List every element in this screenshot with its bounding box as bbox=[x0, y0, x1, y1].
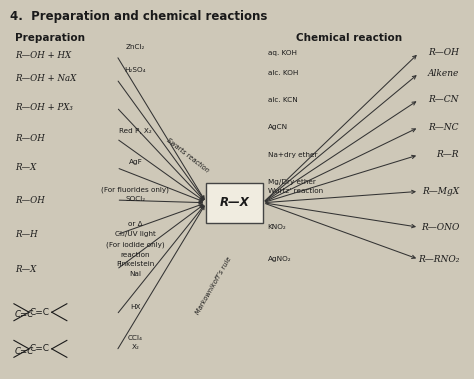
Text: ZnCl₂: ZnCl₂ bbox=[126, 44, 145, 50]
Text: C=C: C=C bbox=[29, 308, 49, 317]
Text: R—CN: R—CN bbox=[428, 95, 459, 104]
Text: alc. KCN: alc. KCN bbox=[268, 97, 298, 103]
Text: Wurtz’ reaction: Wurtz’ reaction bbox=[268, 188, 323, 194]
Text: NaI: NaI bbox=[129, 271, 141, 277]
Text: R—H: R—H bbox=[15, 230, 37, 239]
Text: alc. KOH: alc. KOH bbox=[268, 70, 298, 76]
Text: 4.  Preparation and chemical reactions: 4. Preparation and chemical reactions bbox=[10, 10, 267, 23]
Text: Preparation: Preparation bbox=[15, 33, 85, 43]
Text: C=C: C=C bbox=[29, 345, 49, 353]
Text: aq. KOH: aq. KOH bbox=[268, 50, 297, 56]
Text: Na+dry ether: Na+dry ether bbox=[268, 152, 317, 158]
Text: SOCl₂: SOCl₂ bbox=[125, 196, 146, 202]
Text: R—R: R—R bbox=[437, 150, 459, 159]
Text: Red P, X₂: Red P, X₂ bbox=[119, 128, 152, 134]
Text: C=C: C=C bbox=[15, 347, 34, 356]
Text: (For iodide only): (For iodide only) bbox=[106, 242, 164, 249]
Text: Finkelstein: Finkelstein bbox=[116, 261, 155, 267]
Text: R—NC: R—NC bbox=[428, 123, 459, 132]
Text: Mg/Dry ether: Mg/Dry ether bbox=[268, 179, 316, 185]
Text: Alkene: Alkene bbox=[428, 69, 459, 78]
Text: R—RNO₂: R—RNO₂ bbox=[418, 255, 459, 264]
Text: AgF: AgF bbox=[128, 158, 142, 164]
Text: R—OH + HX: R—OH + HX bbox=[15, 51, 71, 60]
Text: Markownikoff’s rule: Markownikoff’s rule bbox=[194, 256, 232, 316]
Text: R—OH + PX₃: R—OH + PX₃ bbox=[15, 103, 73, 112]
Text: AgNO₂: AgNO₂ bbox=[268, 256, 292, 262]
Text: R—OH: R—OH bbox=[428, 48, 459, 57]
Text: X₂: X₂ bbox=[131, 344, 139, 350]
Text: C=C: C=C bbox=[15, 310, 34, 319]
Text: Swarts reaction: Swarts reaction bbox=[165, 137, 210, 174]
Text: R—X: R—X bbox=[220, 196, 249, 209]
Text: R—OH: R—OH bbox=[15, 134, 45, 143]
Text: AgCN: AgCN bbox=[268, 124, 288, 130]
Text: KNO₂: KNO₂ bbox=[268, 224, 286, 230]
Text: Chemical reaction: Chemical reaction bbox=[296, 33, 402, 43]
Text: CCl₄: CCl₄ bbox=[128, 335, 143, 341]
Text: (For fluorides only): (For fluorides only) bbox=[101, 186, 169, 193]
Text: R—MgX: R—MgX bbox=[422, 187, 459, 196]
Text: HX: HX bbox=[130, 304, 141, 310]
Text: R—OH: R—OH bbox=[15, 196, 45, 205]
FancyBboxPatch shape bbox=[206, 183, 264, 223]
Text: H₂SO₄: H₂SO₄ bbox=[125, 67, 146, 73]
Text: or Δ: or Δ bbox=[128, 221, 143, 227]
Text: R—OH + NaX: R—OH + NaX bbox=[15, 74, 76, 83]
Text: R—X: R—X bbox=[15, 265, 36, 274]
Text: Cl₂/UV light: Cl₂/UV light bbox=[115, 231, 156, 237]
Text: R—X: R—X bbox=[15, 163, 36, 172]
Text: reaction: reaction bbox=[121, 252, 150, 258]
Text: R—ONO: R—ONO bbox=[421, 223, 459, 232]
